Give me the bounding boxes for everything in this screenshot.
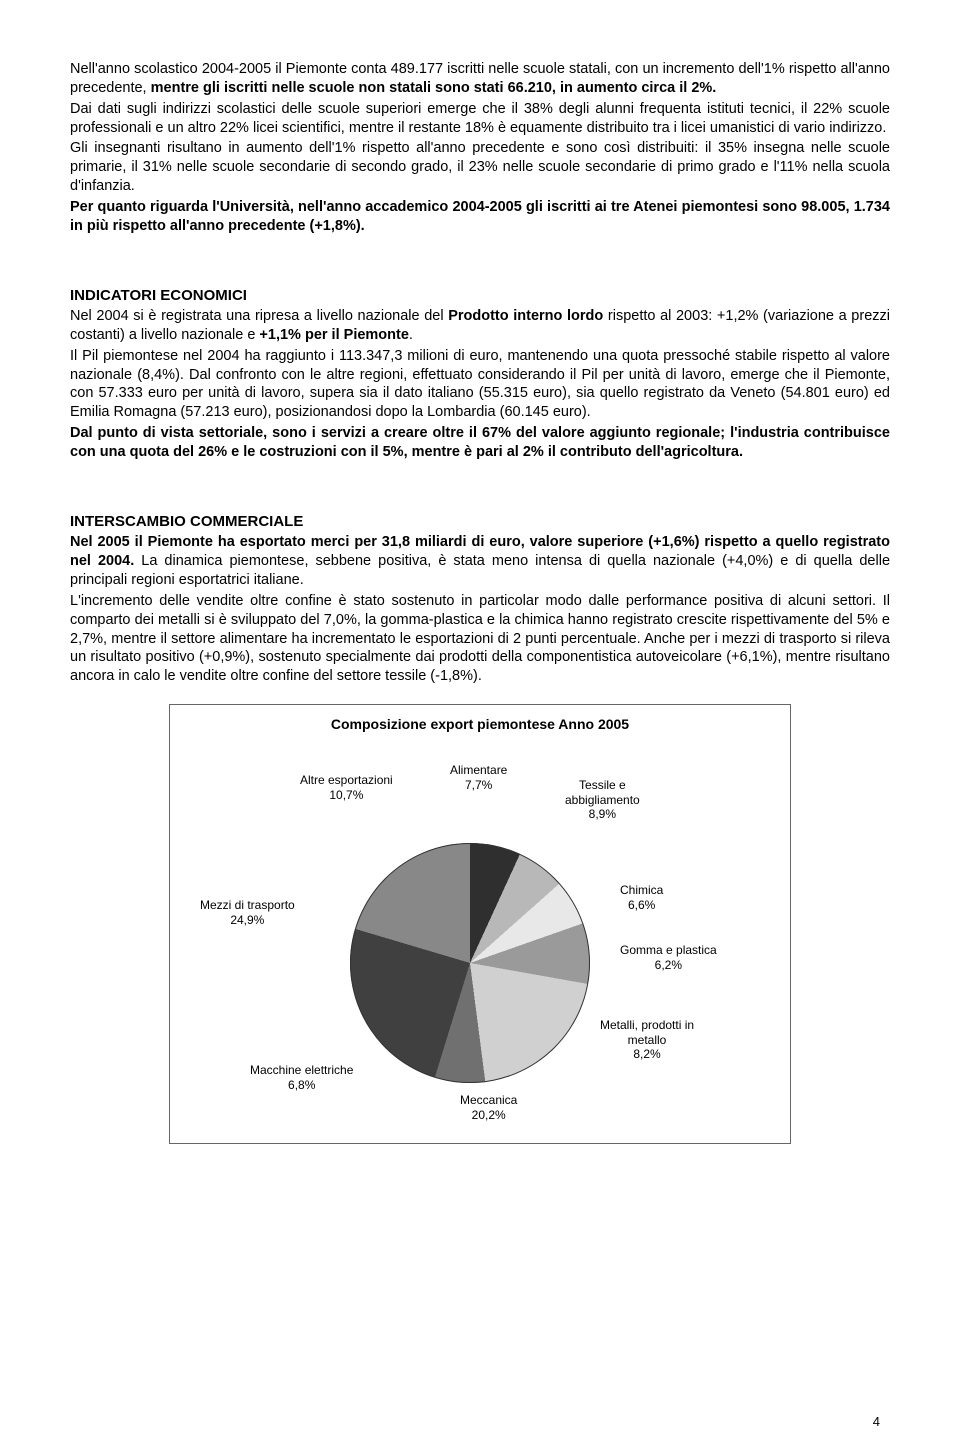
- pie-label: Macchine elettriche6,8%: [250, 1063, 353, 1092]
- page-number: 4: [873, 1414, 880, 1431]
- paragraph-scuole-iscritti: Nell'anno scolastico 2004-2005 il Piemon…: [70, 60, 890, 98]
- chart-title: Composizione export piemontese Anno 2005: [180, 715, 780, 733]
- chart-area: Alimentare7,7% Tessile eabbigliamento8,9%…: [180, 743, 760, 1123]
- pie-label: Tessile eabbigliamento8,9%: [565, 778, 640, 821]
- text-run-bold: mentre gli iscritti nelle scuole non sta…: [151, 80, 717, 96]
- pie-label: Chimica6,6%: [620, 883, 663, 912]
- text-run-bold: +1,1% per il Piemonte: [259, 327, 409, 343]
- text-run: Nel 2004 si è registrata una ripresa a l…: [70, 308, 448, 324]
- pie-label: Mezzi di trasporto24,9%: [200, 898, 295, 927]
- heading-interscambio: INTERSCAMBIO COMMERCIALE: [70, 512, 890, 532]
- text-run: Nell'anno scolastico 2004-2005 il Piemon…: [70, 61, 607, 77]
- pie-label: Alimentare7,7%: [450, 763, 507, 792]
- paragraph-universita: Per quanto riguarda l'Università, nell'a…: [70, 198, 890, 236]
- paragraph-insegnanti: Gli insegnanti risultano in aumento dell…: [70, 139, 890, 196]
- paragraph-indirizzi: Dai dati sugli indirizzi scolastici dell…: [70, 100, 890, 138]
- paragraph-export-dettaglio: L'incremento delle vendite oltre confine…: [70, 592, 890, 686]
- text-run: La dinamica piemontese, sebbene positiva…: [70, 553, 890, 588]
- pie-label: Meccanica20,2%: [460, 1093, 517, 1122]
- export-pie-chart-container: Composizione export piemontese Anno 2005…: [169, 704, 791, 1144]
- pie-chart: [350, 843, 590, 1083]
- text-run-bold: Prodotto interno lordo: [448, 308, 603, 324]
- paragraph-pil-dettaglio: Il Pil piemontese nel 2004 ha raggiunto …: [70, 347, 890, 422]
- pie-label: Altre esportazioni10,7%: [300, 773, 393, 802]
- text-run: .: [409, 327, 413, 343]
- paragraph-pil-intro: Nel 2004 si è registrata una ripresa a l…: [70, 307, 890, 345]
- pie-label: Metalli, prodotti inmetallo8,2%: [600, 1018, 694, 1061]
- paragraph-settori: Dal punto di vista settoriale, sono i se…: [70, 424, 890, 462]
- pie-label: Gomma e plastica6,2%: [620, 943, 717, 972]
- paragraph-export-intro: Nel 2005 il Piemonte ha esportato merci …: [70, 533, 890, 590]
- heading-indicatori-economici: INDICATORI ECONOMICI: [70, 286, 890, 306]
